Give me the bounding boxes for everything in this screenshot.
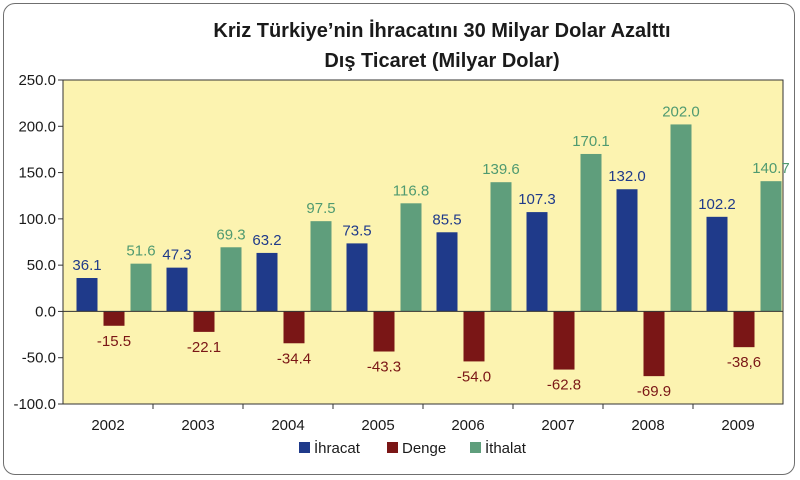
bar-denge-2004 (283, 311, 305, 344)
data-label-ithalat-2002: 51.6 (126, 243, 155, 260)
legend-swatch-ihracat (299, 442, 310, 453)
bar-ihracat-2009 (706, 216, 728, 312)
data-label-ithalat-2008: 202.0 (662, 103, 700, 120)
data-label-ihracat-2003: 47.3 (162, 247, 191, 264)
x-tick-label-2007: 2007 (541, 417, 574, 434)
bar-denge-2008 (643, 311, 665, 377)
legend-swatch-ithalat (470, 442, 481, 453)
data-label-denge-2003: -22.1 (187, 339, 221, 356)
y-tick-label: 100.0 (18, 211, 56, 228)
data-label-denge-2009: -38,6 (727, 354, 761, 371)
data-label-ihracat-2009: 102.2 (698, 196, 736, 213)
y-tick-label: -100.0 (13, 396, 56, 413)
bar-ithalat-2006 (490, 182, 512, 312)
data-label-denge-2007: -62.8 (547, 377, 581, 394)
bar-ihracat-2006 (436, 232, 458, 312)
legend: İhracat Denge İthalat (299, 439, 527, 457)
y-tick-label: 150.0 (18, 165, 56, 182)
data-label-denge-2005: -43.3 (367, 359, 401, 376)
bar-ithalat-2008 (670, 124, 692, 312)
chart-title: Kriz Türkiye’nin İhracatını 30 Milyar Do… (213, 19, 670, 42)
legend-label-ithalat: İthalat (485, 439, 527, 457)
bar-ihracat-2008 (616, 189, 638, 312)
bar-denge-2006 (463, 311, 485, 362)
data-label-denge-2002: -15.5 (97, 333, 131, 350)
bar-denge-2007 (553, 311, 575, 370)
bar-denge-2005 (373, 311, 395, 352)
y-tick-label: 200.0 (18, 118, 56, 135)
x-tick-label-2003: 2003 (181, 417, 214, 434)
data-label-ihracat-2004: 63.2 (252, 232, 281, 249)
legend-label-ihracat: İhracat (314, 439, 361, 457)
bar-ihracat-2004 (256, 252, 278, 312)
bar-denge-2009 (733, 311, 755, 348)
data-label-denge-2006: -54.0 (457, 368, 491, 385)
x-tick-label-2008: 2008 (631, 417, 664, 434)
chart-subtitle: Dış Ticaret (Milyar Dolar) (324, 50, 559, 72)
bar-ithalat-2007 (580, 153, 602, 312)
data-label-ihracat-2008: 132.0 (608, 168, 646, 185)
data-label-ithalat-2006: 139.6 (482, 161, 520, 178)
data-label-ithalat-2007: 170.1 (572, 133, 610, 150)
x-tick-label-2005: 2005 (361, 417, 394, 434)
data-label-ithalat-2009: 140.7 (752, 160, 790, 177)
bar-ihracat-2003 (166, 267, 188, 312)
bar-denge-2002 (103, 311, 125, 326)
x-tick-label-2009: 2009 (721, 417, 754, 434)
y-tick-label: 50.0 (27, 257, 56, 274)
bar-ihracat-2007 (526, 212, 548, 312)
bar-ithalat-2009 (760, 181, 782, 312)
bar-ihracat-2002 (76, 278, 98, 312)
x-tick-label-2004: 2004 (271, 417, 304, 434)
bar-ithalat-2004 (310, 221, 332, 312)
data-label-ihracat-2002: 36.1 (72, 257, 101, 274)
bar-ihracat-2005 (346, 243, 368, 312)
y-tick-label: 0.0 (35, 303, 56, 320)
data-label-ithalat-2004: 97.5 (306, 200, 335, 217)
data-label-ihracat-2005: 73.5 (342, 222, 371, 239)
bar-ithalat-2003 (220, 247, 242, 312)
bar-ithalat-2002 (130, 263, 152, 312)
bar-denge-2003 (193, 311, 215, 332)
y-tick-label: -50.0 (22, 350, 56, 367)
legend-label-denge: Denge (402, 440, 446, 457)
data-label-denge-2008: -69.9 (637, 383, 671, 400)
data-label-ihracat-2007: 107.3 (518, 191, 556, 208)
data-label-ithalat-2003: 69.3 (216, 226, 245, 243)
legend-swatch-denge (387, 442, 398, 453)
bar-ithalat-2005 (400, 203, 422, 312)
data-label-ithalat-2005: 116.8 (393, 182, 429, 199)
x-tick-label-2002: 2002 (91, 417, 124, 434)
data-label-ihracat-2006: 85.5 (432, 211, 461, 228)
x-tick-label-2006: 2006 (451, 417, 484, 434)
data-label-denge-2004: -34.4 (277, 350, 311, 367)
y-tick-label: 250.0 (18, 72, 56, 89)
